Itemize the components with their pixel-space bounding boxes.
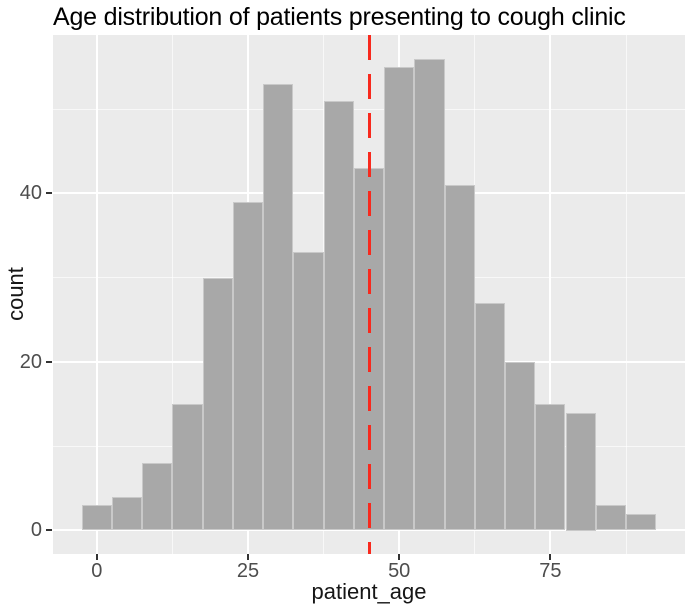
x-major-gridline — [95, 35, 98, 554]
x-minor-gridline — [625, 35, 627, 554]
histogram-bar — [505, 361, 536, 531]
histogram-bar — [323, 100, 354, 531]
histogram-bar — [142, 463, 173, 531]
x-axis-tick — [549, 554, 552, 560]
histogram-bar — [444, 185, 475, 531]
histogram-bar — [565, 412, 596, 531]
histogram-bar — [172, 404, 203, 531]
histogram-bar — [414, 58, 445, 531]
histogram-bar — [626, 513, 657, 531]
x-tick-label: 25 — [236, 560, 260, 582]
x-major-gridline — [549, 35, 552, 554]
y-tick-label: 40 — [19, 182, 42, 205]
y-axis-title: count — [3, 267, 28, 321]
x-minor-gridline — [171, 35, 173, 554]
histogram-bar — [81, 505, 112, 531]
histogram-bar — [595, 505, 626, 531]
histogram-bar — [535, 404, 566, 531]
histogram-bar — [384, 67, 415, 531]
histogram-bar — [263, 83, 294, 531]
histogram-bar — [293, 252, 324, 531]
x-axis-tick — [398, 554, 401, 560]
reference-line — [367, 35, 371, 554]
y-axis-tick — [46, 360, 52, 363]
histogram-bar — [202, 277, 233, 531]
histogram-bar — [232, 201, 264, 531]
y-axis-tick — [46, 529, 52, 532]
x-tick-label: 75 — [539, 560, 562, 582]
y-axis-tick — [46, 192, 52, 195]
y-tick-label: 20 — [19, 350, 42, 373]
histogram-bar — [474, 302, 505, 531]
histogram-bar — [112, 496, 143, 531]
x-tick-label: 50 — [388, 560, 411, 582]
x-minor-gridline — [474, 35, 476, 554]
x-axis-title: patient_age — [311, 579, 427, 604]
plot-title: Age distribution of patients presenting … — [53, 3, 626, 31]
y-tick-label: 0 — [30, 519, 42, 542]
x-axis-tick — [95, 554, 98, 560]
x-tick-label: 0 — [91, 560, 103, 582]
plot-panel — [53, 35, 685, 554]
x-axis-tick — [247, 554, 249, 560]
